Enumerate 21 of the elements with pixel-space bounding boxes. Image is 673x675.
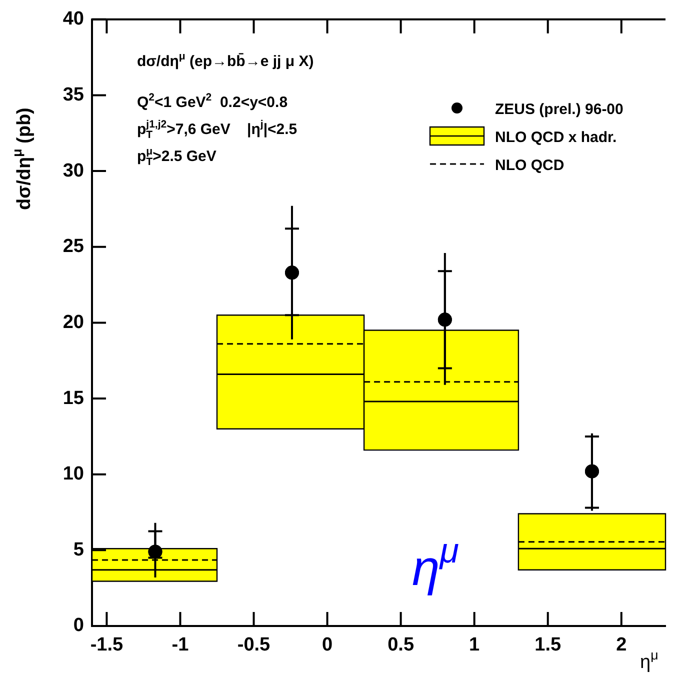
- y-tick-label: 5: [73, 539, 84, 560]
- y-tick-label: 15: [62, 388, 84, 409]
- x-tick-label: -0.5: [237, 634, 271, 656]
- x-tick-label: -1.5: [90, 634, 124, 656]
- x-tick-label: 0: [322, 634, 333, 656]
- x-tick-label: 1.5: [534, 634, 562, 656]
- x-tick-label: -1: [172, 634, 190, 656]
- y-tick-label: 30: [62, 160, 84, 182]
- legend-label: NLO QCD: [495, 157, 564, 174]
- legend-label: ZEUS (prel.) 96-00: [495, 101, 624, 118]
- y-tick-label: 35: [62, 84, 84, 106]
- y-tick-label: 0: [73, 615, 84, 636]
- x-tick-label: 1: [469, 634, 480, 656]
- y-tick-label: 25: [62, 236, 84, 258]
- y-tick-label: 10: [62, 464, 84, 485]
- y-tick-label: 40: [62, 8, 84, 30]
- x-tick-label: 0.5: [388, 634, 414, 656]
- x-tick-label: 2: [616, 634, 627, 656]
- y-axis-title: dσ/dημ (pb): [9, 108, 35, 210]
- y-tick-label: 20: [62, 312, 84, 333]
- legend-label: NLO QCD x hadr.: [495, 129, 617, 146]
